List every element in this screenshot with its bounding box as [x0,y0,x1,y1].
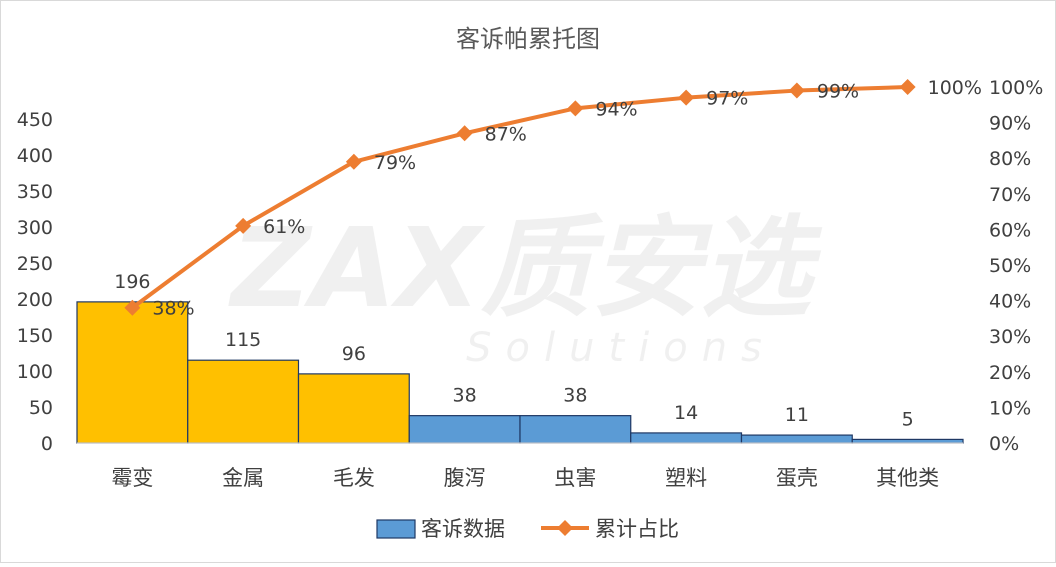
bar [519,415,632,444]
chart-title: 客诉帕累托图 [456,25,600,53]
bar-data-label: 115 [225,329,261,351]
watermark-sub: Solutions [466,325,776,371]
bar-data-label: 38 [453,385,477,407]
y-left-tick-label: 100 [17,361,53,383]
y-right-tick-label: 0% [989,433,1019,455]
y-right-tick-label: 80% [989,148,1031,170]
y-right-tick-label: 20% [989,362,1031,384]
y-right-tick-label: 100% [989,77,1043,99]
y-left-tick-label: 450 [17,109,53,131]
x-category-label: 霉变 [111,466,153,490]
bar [408,415,521,444]
bar [851,438,964,444]
y-right-tick-label: 40% [989,291,1031,313]
bar-data-label: 14 [674,402,698,424]
y-right-tick-label: 90% [989,113,1031,135]
line-data-label: 100% [928,77,982,99]
y-right-tick-label: 30% [989,326,1031,348]
line-point-marker [456,125,473,142]
bar-series [76,301,964,444]
y-axis-right: 0% 10% 20% 30% 40% 50% 60% 70% 80% 90% 100% [989,77,1043,455]
legend-label-bars: 客诉数据 [421,517,505,541]
y-right-tick-label: 10% [989,397,1031,419]
line-point-marker [124,299,141,316]
x-category-label: 蛋壳 [776,466,818,490]
line-point-marker [235,217,252,234]
bar-data-label: 38 [563,385,587,407]
y-right-tick-label: 60% [989,219,1031,241]
line-data-label: 61% [263,216,305,238]
line-data-label: 79% [374,152,416,174]
watermark-main: ZAX质安选 [228,204,823,332]
y-left-tick-label: 0 [41,433,53,455]
bar [630,432,743,444]
bar-data-label: 196 [114,271,150,293]
line-data-label: 99% [817,81,859,103]
x-category-label: 金属 [222,466,264,490]
line-data-labels: 38% 61% 79% 87% 94% 97% 99% 100% [152,77,982,320]
bar [297,373,410,444]
line-point-marker [899,79,916,95]
y-left-tick-label: 250 [17,253,53,275]
legend-swatch-bars [376,519,416,539]
legend-swatch-marker [557,520,573,536]
y-axis-left: 0 50 100 150 200 250 300 350 400 450 [17,109,53,455]
line-data-label: 94% [595,98,637,120]
line-data-label: 38% [152,298,194,320]
x-category-label: 虫害 [554,466,596,490]
y-left-tick-label: 400 [17,145,53,167]
bar [187,359,300,444]
y-left-tick-label: 50 [29,397,53,419]
bar [740,434,853,444]
y-left-tick-label: 150 [17,325,53,347]
line-series [124,79,916,316]
cumulative-line [131,85,908,310]
legend-label-line: 累计占比 [595,517,679,541]
x-category-label: 塑料 [665,466,707,490]
x-category-label: 毛发 [333,466,375,490]
y-left-tick-label: 350 [17,181,53,203]
legend: 客诉数据 累计占比 [376,517,679,541]
line-point-marker [567,100,584,117]
line-point-marker [788,82,805,99]
x-category-label: 其他类 [876,466,939,490]
line-data-label: 97% [706,88,748,110]
y-right-tick-label: 50% [989,255,1031,277]
x-category-label: 腹泻 [444,466,486,490]
bar-data-label: 5 [902,408,914,430]
bar [76,301,189,444]
line-data-label: 87% [485,123,527,145]
watermark: ZAX质安选 Solutions [228,204,823,371]
bar-data-label: 96 [342,343,366,365]
y-right-tick-label: 70% [989,184,1031,206]
x-axis-categories: 霉变 金属 毛发 腹泻 虫害 塑料 蛋壳 其他类 [111,466,939,490]
line-point-marker [678,89,695,106]
y-left-tick-label: 300 [17,217,53,239]
line-point-marker [345,153,362,170]
bar-data-label: 11 [785,404,809,426]
y-left-tick-label: 200 [17,289,53,311]
